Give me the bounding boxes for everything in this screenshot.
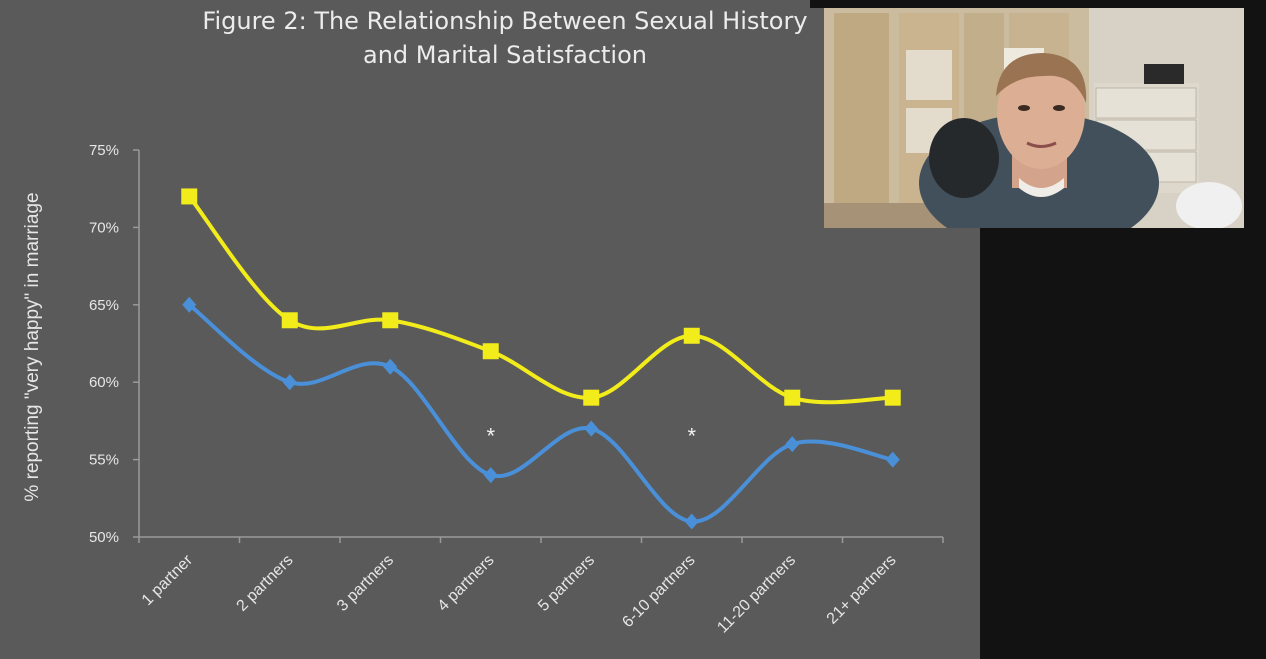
- data-point-square: [583, 389, 600, 406]
- y-tick-label: 50%: [89, 529, 119, 546]
- data-point-diamond: [182, 296, 197, 313]
- data-point-square: [884, 389, 901, 406]
- data-point-square: [181, 188, 198, 205]
- data-point-square: [784, 389, 801, 406]
- data-point-square: [683, 327, 700, 344]
- chart-axes: 50% 55% 60% 65% 70% 75% 1 partner 2 partners 3 p…: [89, 142, 944, 637]
- x-tick-label: 3 partners: [334, 552, 397, 615]
- x-tick-label: 4 partners: [435, 552, 498, 615]
- chart-annotations: * *: [486, 423, 696, 448]
- y-tick-label: 55%: [89, 452, 119, 469]
- chart-title-line-1: Figure 2: The Relationship Between Sexua…: [202, 7, 808, 35]
- data-point-square: [281, 312, 298, 329]
- series-line-1: [188, 303, 894, 524]
- y-tick-label: 70%: [89, 219, 119, 236]
- data-point-diamond: [383, 358, 398, 375]
- presentation-slide: Figure 2: The Relationship Between Sexua…: [22, 4, 944, 637]
- y-axis-label: % reporting "very happy" in marriage: [22, 192, 43, 501]
- chart-title-line-2: and Marital Satisfaction: [363, 41, 647, 69]
- x-tick-label: 1 partner: [139, 551, 197, 609]
- data-point-diamond: [282, 374, 297, 391]
- data-point-diamond: [584, 420, 599, 437]
- y-tick-label: 65%: [89, 297, 119, 314]
- line-chart: 50% 55% 60% 65% 70% 75% 1 partner 2 partners 3 p…: [22, 142, 944, 637]
- chart-series: [181, 188, 901, 530]
- data-point-diamond: [483, 467, 498, 484]
- x-tick-label: 11-20 partners: [714, 552, 799, 637]
- data-point-diamond: [684, 513, 699, 530]
- x-tick-label: 2 partners: [234, 552, 297, 615]
- data-point-diamond: [885, 451, 900, 468]
- y-tick-label: 75%: [89, 142, 119, 159]
- x-tick-label: 5 partners: [535, 552, 598, 615]
- data-point-square: [482, 343, 499, 360]
- significance-asterisk: *: [486, 423, 495, 448]
- webcam-feed: [824, 8, 1244, 228]
- series-line-0: [187, 195, 893, 405]
- chart-title: Figure 2: The Relationship Between Sexua…: [190, 4, 820, 72]
- data-point-diamond: [785, 436, 800, 453]
- data-point-square: [382, 312, 399, 329]
- significance-asterisk: *: [687, 423, 696, 448]
- x-tick-label: 6-10 partners: [619, 552, 698, 631]
- webcam-feed-icon: [824, 8, 1244, 228]
- y-tick-label: 60%: [89, 374, 119, 391]
- x-tick-label: 21+ partners: [824, 552, 900, 628]
